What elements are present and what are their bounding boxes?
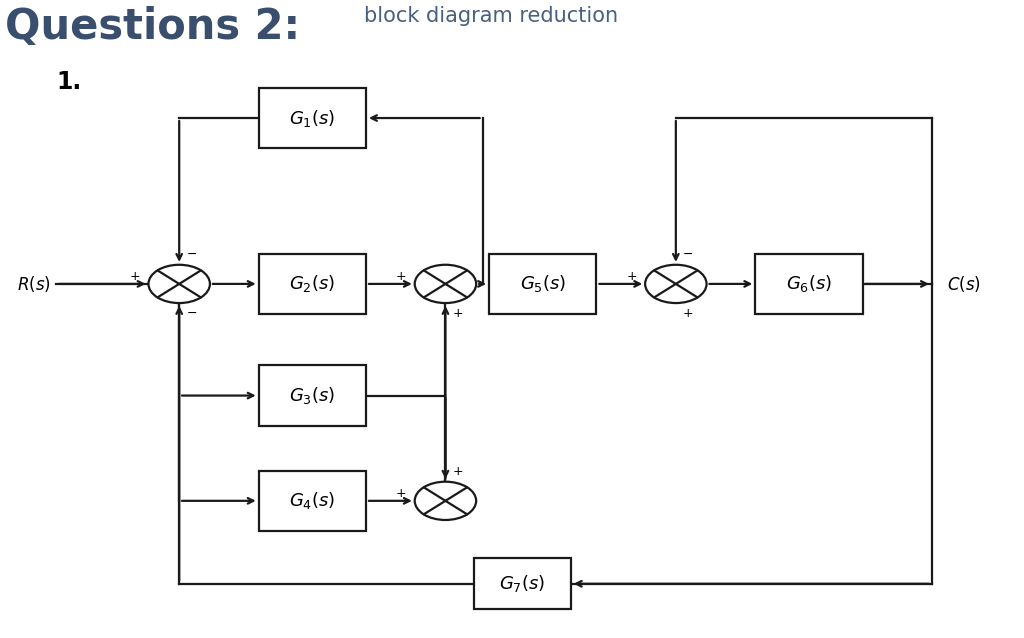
Text: +: + bbox=[453, 465, 463, 478]
Circle shape bbox=[645, 265, 707, 303]
Text: +: + bbox=[396, 270, 407, 283]
Circle shape bbox=[148, 265, 210, 303]
Text: +: + bbox=[396, 487, 407, 500]
Text: −: − bbox=[186, 248, 197, 261]
Text: Questions 2:: Questions 2: bbox=[5, 6, 300, 48]
Circle shape bbox=[415, 265, 476, 303]
Text: $G_5(s)$: $G_5(s)$ bbox=[519, 274, 566, 294]
Text: +: + bbox=[627, 270, 637, 283]
Bar bbox=[473, 558, 571, 609]
Bar bbox=[489, 254, 596, 314]
Text: $G_6(s)$: $G_6(s)$ bbox=[785, 274, 833, 294]
Text: $C(s)$: $C(s)$ bbox=[947, 274, 981, 294]
Bar bbox=[258, 254, 367, 314]
Bar bbox=[258, 88, 367, 149]
Text: $G_2(s)$: $G_2(s)$ bbox=[289, 274, 336, 294]
Text: $G_1(s)$: $G_1(s)$ bbox=[289, 108, 336, 128]
Bar bbox=[756, 254, 862, 314]
Text: $G_3(s)$: $G_3(s)$ bbox=[289, 385, 336, 406]
Bar bbox=[258, 471, 367, 531]
Text: $R(s)$: $R(s)$ bbox=[17, 274, 51, 294]
Text: +: + bbox=[453, 307, 463, 320]
Text: $G_7(s)$: $G_7(s)$ bbox=[499, 574, 546, 594]
Text: 1.: 1. bbox=[56, 70, 82, 94]
Text: −: − bbox=[683, 248, 693, 261]
Text: −: − bbox=[186, 307, 197, 320]
Text: +: + bbox=[130, 270, 140, 283]
Circle shape bbox=[415, 482, 476, 520]
Text: $G_4(s)$: $G_4(s)$ bbox=[289, 491, 336, 511]
Text: block diagram reduction: block diagram reduction bbox=[364, 6, 617, 26]
Bar bbox=[258, 365, 367, 426]
Text: +: + bbox=[683, 307, 693, 320]
